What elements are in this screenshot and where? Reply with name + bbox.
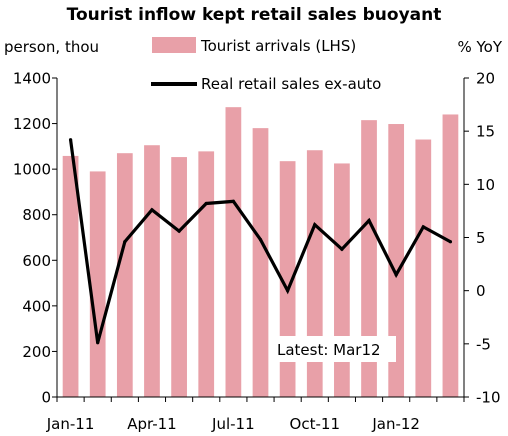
x-tick-label-1: Apr-11: [127, 415, 177, 433]
point-retail-sales-5: [204, 201, 208, 206]
legend-label-tourist-arrivals: Tourist arrivals (LHS): [200, 37, 356, 55]
point-retail-sales-3: [150, 208, 154, 212]
right-tick-label-3: 5: [476, 229, 486, 247]
left-tick-label-0: 0: [41, 389, 51, 407]
bar-tourist-arrivals-6: [225, 107, 242, 398]
right-tick-label-2: 0: [476, 282, 486, 300]
right-axis: -10 -5 0 5 10 15 20: [464, 70, 501, 407]
x-tick-label-2: Jul-11: [211, 415, 255, 433]
bar-tourist-arrivals-5: [198, 151, 215, 397]
left-tick-label-7: 1400: [13, 70, 51, 88]
annotation-box: [272, 336, 396, 362]
bar-tourist-arrivals-9: [306, 150, 323, 397]
left-tick-label-2: 400: [22, 297, 51, 315]
bar-tourist-arrivals-7: [252, 128, 269, 397]
bar-tourist-arrivals-14: [442, 114, 459, 398]
point-retail-sales-4: [177, 229, 181, 233]
bar-tourist-arrivals-2: [116, 153, 133, 397]
left-tick-label-4: 800: [22, 206, 51, 224]
left-tick-label-6: 1200: [13, 115, 51, 133]
chart-title: Tourist inflow kept retail sales buoyant: [67, 5, 442, 25]
bar-tourist-arrivals-1: [89, 171, 106, 397]
point-retail-sales-11: [367, 218, 371, 223]
right-tick-label-0: -10: [476, 389, 501, 407]
right-tick-label-5: 15: [476, 123, 495, 141]
bar-tourist-arrivals-4: [171, 157, 187, 397]
annotation-latest: Latest: Mar12: [277, 341, 381, 359]
point-retail-sales-12: [394, 273, 398, 277]
x-tick-label-4: Jan-12: [371, 415, 420, 433]
point-retail-sales-14: [448, 240, 453, 244]
left-axis: 0 200 400 600 800 1000 1200 1400: [13, 70, 57, 407]
right-tick-label-4: 10: [476, 176, 495, 194]
bar-tourist-arrivals-0: [62, 155, 79, 397]
point-retail-sales-8: [286, 289, 290, 293]
point-retail-sales-10: [340, 247, 344, 251]
point-retail-sales-2: [123, 240, 127, 244]
x-tick-label-3: Oct-11: [290, 415, 340, 433]
x-tick-label-0: Jan-11: [46, 415, 95, 433]
point-retail-sales-9: [313, 223, 317, 227]
bar-tourist-arrivals-12: [388, 124, 405, 397]
right-tick-label-6: 20: [476, 70, 495, 88]
point-retail-sales-1: [96, 341, 100, 345]
left-tick-label-5: 1000: [13, 161, 51, 179]
bar-tourist-arrivals-3: [144, 145, 160, 397]
x-axis: Jan-11 Apr-11 Jul-11 Oct-11 Jan-12: [46, 397, 465, 433]
line-points: [68, 138, 453, 345]
bar-series: [62, 107, 459, 398]
point-retail-sales-13: [421, 225, 425, 229]
point-retail-sales-7: [258, 238, 263, 242]
point-retail-sales-0: [68, 138, 73, 142]
point-retail-sales-6: [231, 199, 235, 203]
left-tick-label-1: 200: [22, 343, 51, 361]
left-tick-label-3: 600: [22, 252, 51, 270]
right-axis-unit: % YoY: [457, 38, 502, 56]
bar-tourist-arrivals-11: [361, 120, 377, 398]
legend-swatch-tourist-arrivals: [152, 37, 196, 53]
left-axis-unit: person, thou: [4, 38, 99, 56]
right-tick-label-1: -5: [476, 335, 491, 353]
legend-label-retail-sales: Real retail sales ex-auto: [201, 75, 381, 93]
bar-tourist-arrivals-13: [415, 139, 432, 397]
